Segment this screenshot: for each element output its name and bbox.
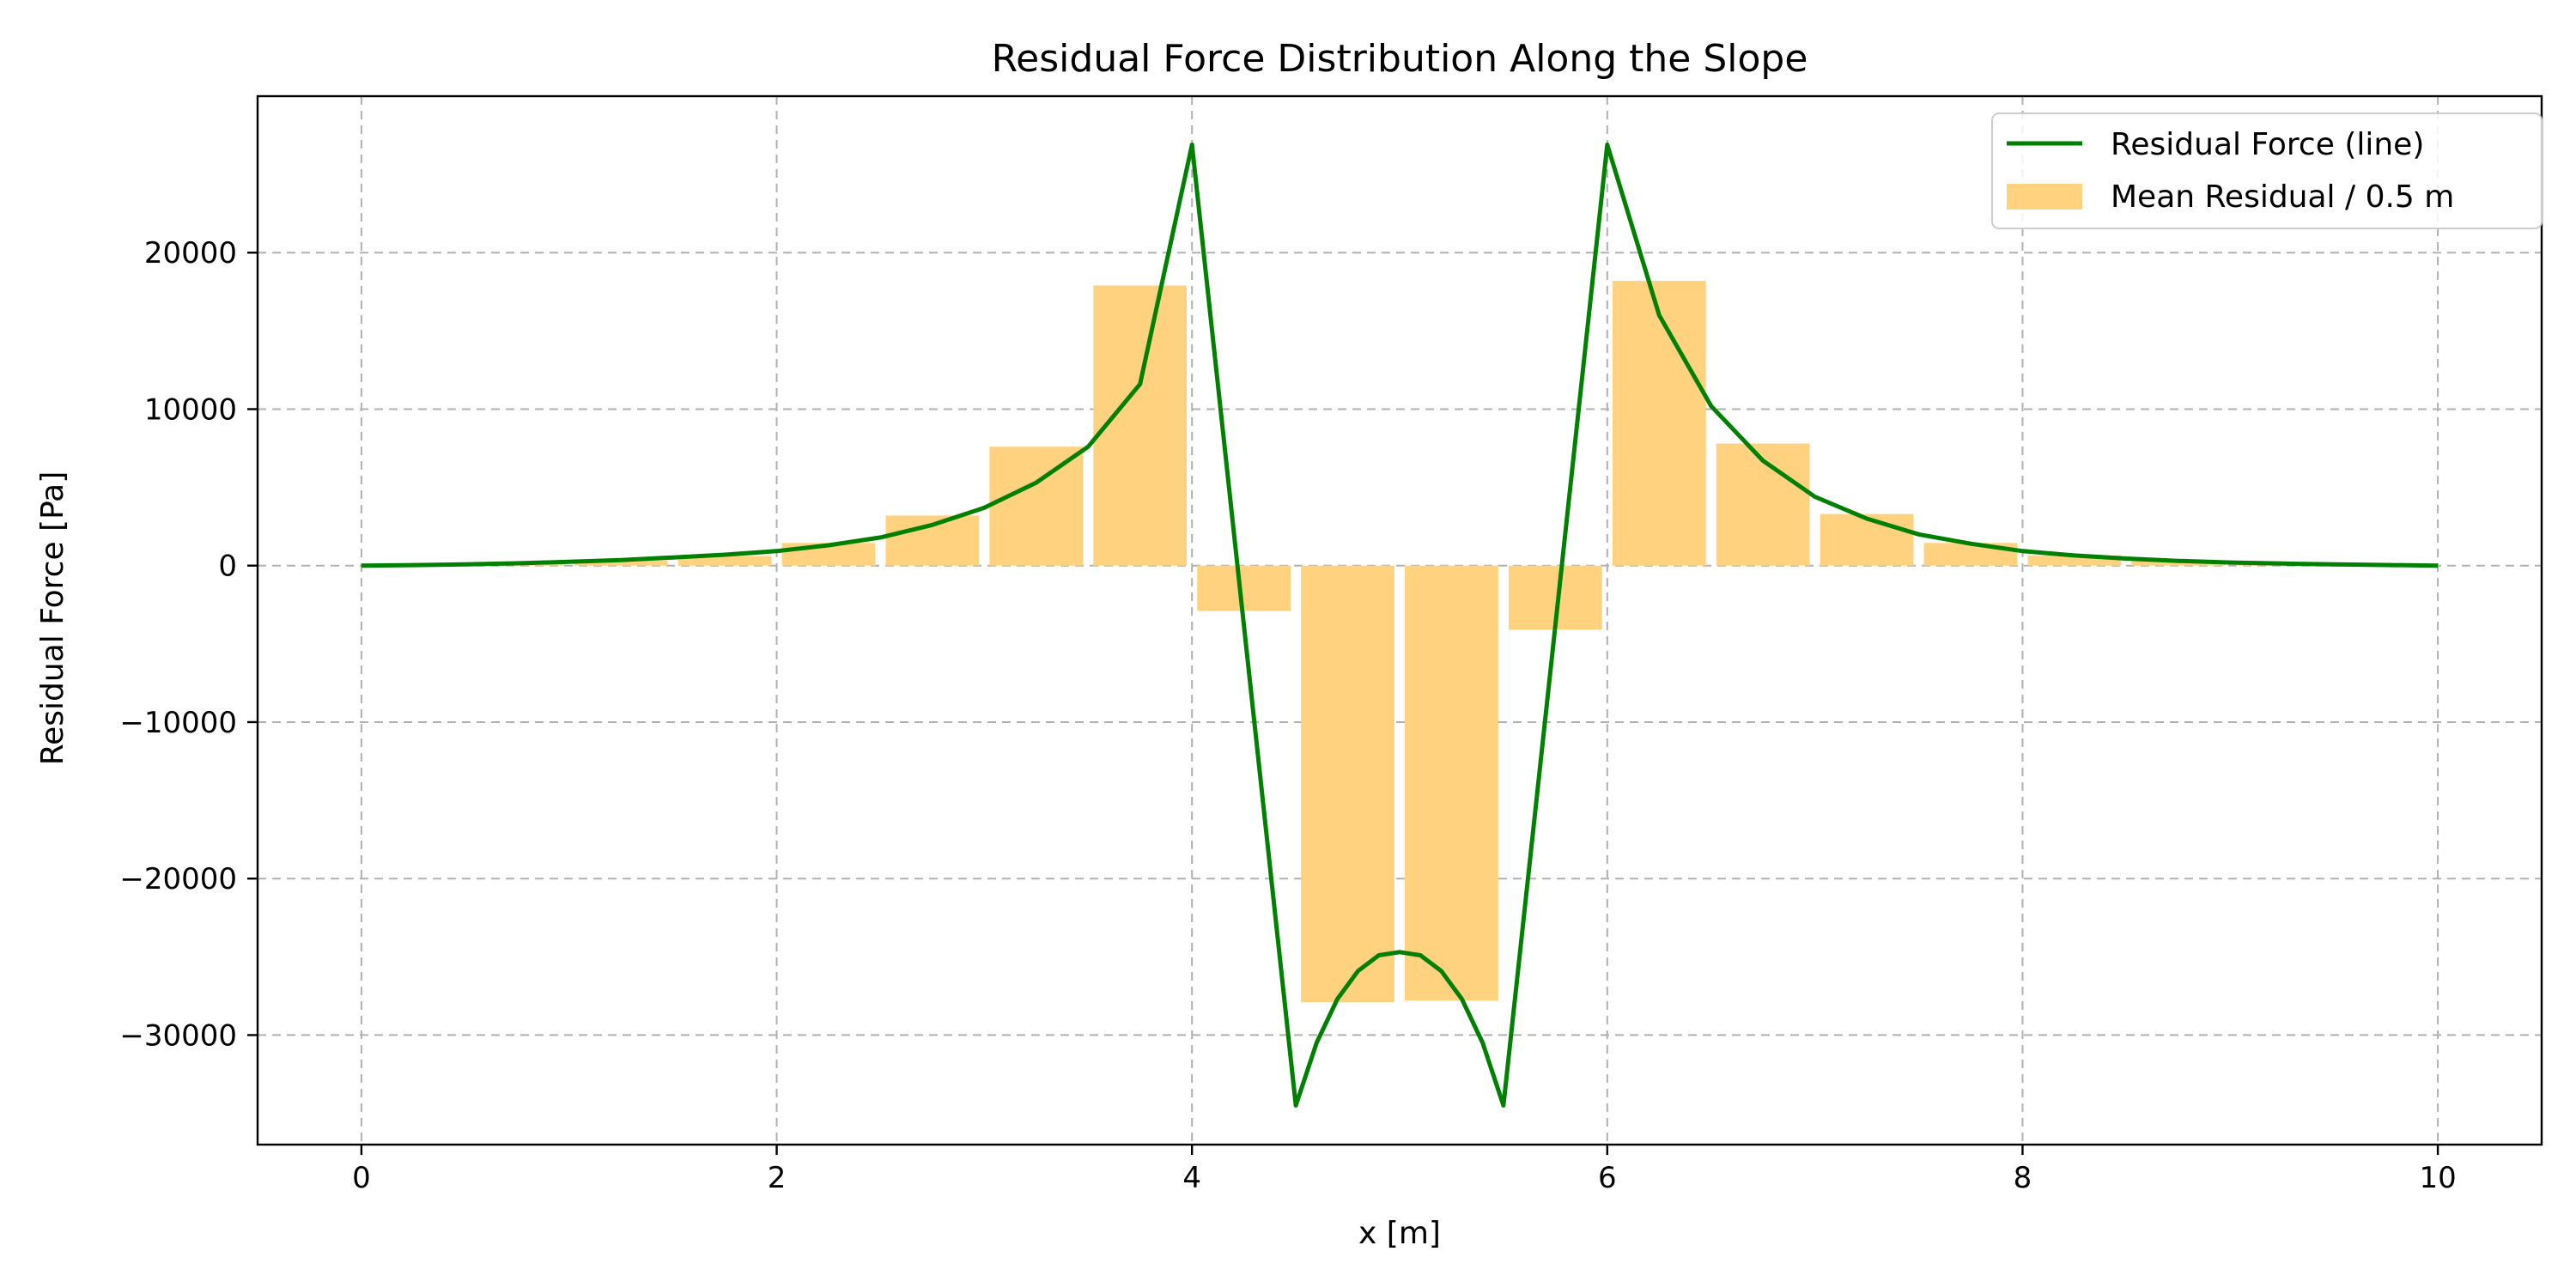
x-axis-label: x [m] xyxy=(1358,1216,1441,1251)
y-tick-label: 10000 xyxy=(144,392,237,427)
x-tick-label: 2 xyxy=(768,1161,787,1195)
bars-layer xyxy=(366,281,2433,1003)
bar-mean-residual xyxy=(989,447,1084,566)
bar-mean-residual xyxy=(1612,281,1706,566)
bar-mean-residual xyxy=(2027,555,2122,566)
x-tick-label: 8 xyxy=(2014,1161,2032,1195)
grid-layer xyxy=(258,96,2542,1145)
legend-label-line: Residual Force (line) xyxy=(2111,127,2424,162)
bar-mean-residual xyxy=(1820,513,1914,566)
y-tick-label: 0 xyxy=(218,550,237,584)
y-tick-label: −20000 xyxy=(119,862,237,896)
x-tick-label: 10 xyxy=(2419,1161,2456,1195)
residual-force-line xyxy=(361,143,2439,1108)
plot-area-frame xyxy=(256,94,2543,1146)
line-layer xyxy=(361,143,2439,1108)
x-tick-label: 4 xyxy=(1182,1161,1201,1195)
legend-label-bars: Mean Residual / 0.5 m xyxy=(2111,179,2454,215)
bar-mean-residual xyxy=(1405,565,1498,1001)
y-tick-label: 20000 xyxy=(144,236,237,270)
bar-mean-residual xyxy=(1093,285,1188,566)
bar-mean-residual xyxy=(1197,565,1291,611)
bar-mean-residual xyxy=(574,560,668,566)
y-axis-label: Residual Force [Pa] xyxy=(35,471,70,766)
ticks-layer: 0 2 4 6 8 10 20000 10000 0 −10000 −20000 −30000 xyxy=(119,236,2456,1195)
legend-bar-swatch xyxy=(2007,184,2082,210)
chart-title: Residual Force Distribution Along the Sl… xyxy=(992,37,1808,81)
bar-mean-residual xyxy=(677,556,772,566)
legend: Residual Force (line) Mean Residual / 0.… xyxy=(1991,112,2543,229)
legend-box xyxy=(1991,112,2543,229)
y-tick-label: −30000 xyxy=(119,1018,237,1053)
bar-mean-residual xyxy=(1301,565,1394,1003)
y-tick-label: −10000 xyxy=(119,706,237,740)
x-tick-label: 0 xyxy=(352,1161,371,1195)
bar-mean-residual xyxy=(1716,443,1810,566)
x-tick-label: 6 xyxy=(1598,1161,1617,1195)
